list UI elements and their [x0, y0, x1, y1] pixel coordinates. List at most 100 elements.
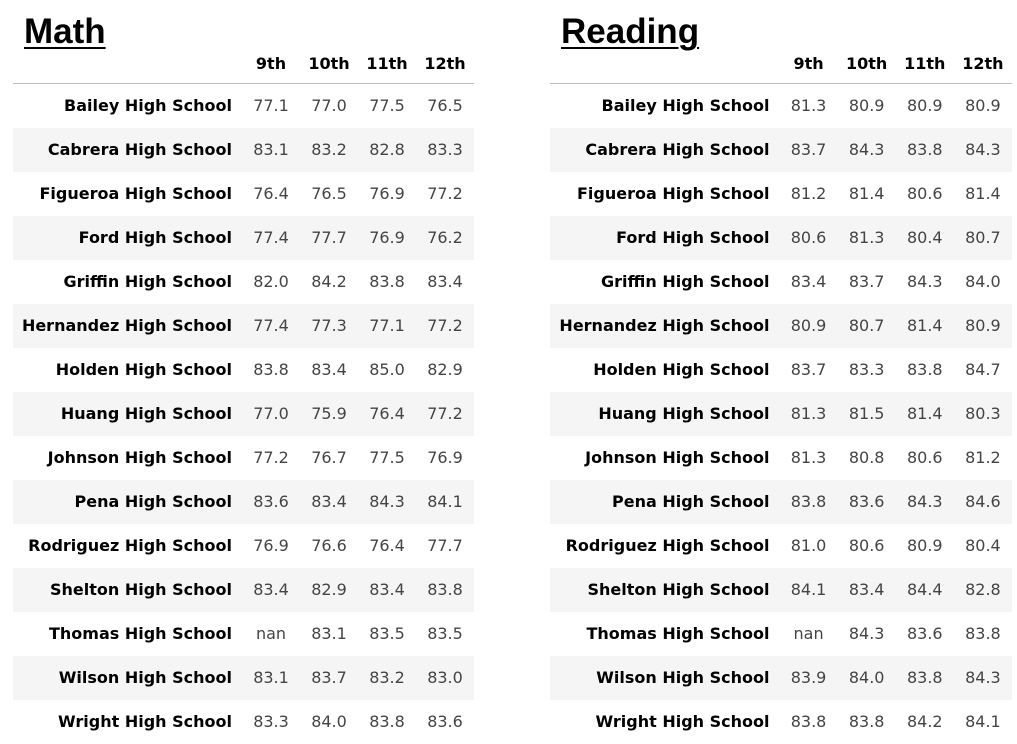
- score-cell: 83.8: [906, 668, 943, 687]
- score-cell: 80.9: [906, 536, 943, 555]
- school-name: Ford High School: [78, 228, 232, 247]
- score-cell: 80.8: [848, 448, 885, 467]
- score-cell: 83.7: [790, 360, 827, 379]
- table-row: Ford High School 80.6 81.3 80.4 80.7: [550, 215, 1012, 260]
- table-row: Holden High School 83.8 83.4 85.0 82.9: [13, 348, 474, 392]
- score-cell: 81.4: [848, 184, 885, 203]
- table-row: Griffin High School 83.4 83.7 84.3 84.0: [550, 260, 1012, 304]
- score-cell: 81.5: [848, 404, 885, 423]
- score-cell: 75.9: [311, 404, 347, 423]
- score-cell: 84.7: [965, 360, 1001, 379]
- score-cell: 83.1: [311, 624, 347, 643]
- school-name: Hernandez High School: [21, 316, 232, 335]
- score-cell: 76.5: [311, 184, 347, 203]
- school-name: Huang High School: [60, 404, 232, 423]
- score-cell: 77.7: [427, 536, 463, 555]
- score-cell: 85.0: [369, 360, 405, 379]
- score-cell: 84.3: [965, 668, 1001, 687]
- school-name: Holden High School: [55, 360, 232, 379]
- table-row: Rodriguez High School 76.9 76.6 76.4 77.7: [13, 524, 474, 568]
- column-header: 10th: [837, 31, 896, 84]
- score-cell: 76.2: [427, 228, 463, 247]
- table-row: Figueroa High School 81.2 81.4 80.6 81.4: [550, 172, 1012, 216]
- table-row: Figueroa High School 76.4 76.5 76.9 77.2: [13, 172, 474, 216]
- score-cell: 83.4: [790, 272, 827, 291]
- score-cell: 83.8: [790, 492, 827, 511]
- score-cell: 84.6: [965, 492, 1001, 511]
- table-row: Hernandez High School 80.9 80.7 81.4 80.9: [550, 303, 1012, 348]
- score-cell: 76.4: [369, 404, 405, 423]
- score-cell: 81.3: [790, 448, 827, 467]
- score-cell: 77.4: [253, 228, 289, 247]
- score-cell: 77.5: [369, 96, 405, 116]
- score-cell: 77.3: [311, 316, 347, 335]
- score-cell: 76.5: [427, 96, 463, 116]
- score-cell: 83.8: [790, 712, 827, 731]
- school-name: Ford High School: [616, 228, 770, 247]
- score-cell: 77.1: [369, 316, 405, 335]
- school-name: Figueroa High School: [39, 184, 232, 203]
- score-cell: 83.3: [427, 140, 463, 159]
- score-cell: 83.1: [253, 668, 289, 687]
- score-cell: 77.0: [311, 96, 347, 116]
- school-name: Rodriguez High School: [28, 536, 232, 555]
- table-row: Huang High School 77.0 75.9 76.4 77.2: [13, 391, 474, 436]
- score-cell: 80.4: [965, 536, 1001, 555]
- score-cell: 83.8: [906, 140, 943, 159]
- school-name: Bailey High School: [601, 96, 770, 116]
- score-cell: 77.2: [253, 448, 289, 467]
- score-cell: 82.8: [369, 140, 405, 159]
- score-cell: 77.5: [369, 448, 405, 467]
- table-row: Pena High School 83.6 83.4 84.3 84.1: [13, 479, 474, 524]
- score-cell: 83.0: [427, 668, 463, 687]
- reading-header-row: 9th 10th 11th 12th: [550, 31, 1012, 84]
- school-name: Wilson High School: [596, 668, 770, 687]
- score-cell: 83.2: [311, 140, 347, 159]
- score-cell: 77.1: [253, 96, 289, 116]
- score-cell: 80.4: [906, 228, 943, 247]
- score-cell: 83.2: [369, 668, 405, 687]
- score-cell: 83.4: [253, 580, 289, 599]
- score-cell: 83.8: [369, 272, 405, 291]
- score-cell: 84.3: [965, 140, 1001, 159]
- score-cell: 77.0: [253, 404, 289, 423]
- table-row: Wright High School 83.8 83.8 84.2 84.1: [550, 700, 1012, 744]
- score-cell: 84.3: [906, 272, 943, 291]
- score-cell: 81.4: [965, 184, 1001, 203]
- table-row: Hernandez High School 77.4 77.3 77.1 77.2: [13, 303, 474, 348]
- score-cell: 80.6: [906, 184, 943, 203]
- score-cell: 83.7: [848, 272, 885, 291]
- score-cell: 84.3: [369, 492, 405, 511]
- table-row: Holden High School 83.7 83.3 83.8 84.7: [550, 348, 1012, 392]
- score-cell: 80.9: [848, 96, 885, 116]
- score-cell: 83.7: [790, 140, 827, 159]
- score-cell: nan: [793, 624, 824, 643]
- table-row: Shelton High School 83.4 82.9 83.4 83.8: [13, 567, 474, 612]
- score-cell: 82.8: [965, 580, 1001, 599]
- school-name: Wright High School: [58, 712, 232, 731]
- score-cell: 83.8: [253, 360, 289, 379]
- score-cell: 83.5: [427, 624, 463, 643]
- score-cell: 80.7: [848, 316, 885, 335]
- score-cell: 83.6: [906, 624, 943, 643]
- score-cell: 83.4: [848, 580, 885, 599]
- table-row: Huang High School 81.3 81.5 81.4 80.3: [550, 391, 1012, 436]
- score-cell: 81.3: [790, 96, 827, 116]
- table-row: Wilson High School 83.9 84.0 83.8 84.3: [550, 655, 1012, 700]
- score-cell: 81.4: [906, 316, 943, 335]
- column-header: 12th: [416, 31, 474, 84]
- score-cell: 77.4: [253, 316, 289, 335]
- score-cell: nan: [255, 624, 287, 643]
- score-cell: 80.9: [906, 96, 943, 116]
- score-cell: 80.3: [965, 404, 1001, 423]
- score-cell: 76.9: [369, 184, 405, 203]
- score-cell: 83.7: [311, 668, 347, 687]
- score-cell: 83.8: [369, 712, 405, 731]
- score-cell: 83.8: [906, 360, 943, 379]
- score-cell: 82.0: [253, 272, 289, 291]
- school-name: Pena High School: [611, 492, 770, 511]
- table-row: Pena High School 83.8 83.6 84.3 84.6: [550, 479, 1012, 524]
- score-cell: 83.6: [427, 712, 463, 731]
- school-name: Hernandez High School: [559, 316, 770, 335]
- table-row: Bailey High School 77.1 77.0 77.5 76.5: [13, 84, 474, 128]
